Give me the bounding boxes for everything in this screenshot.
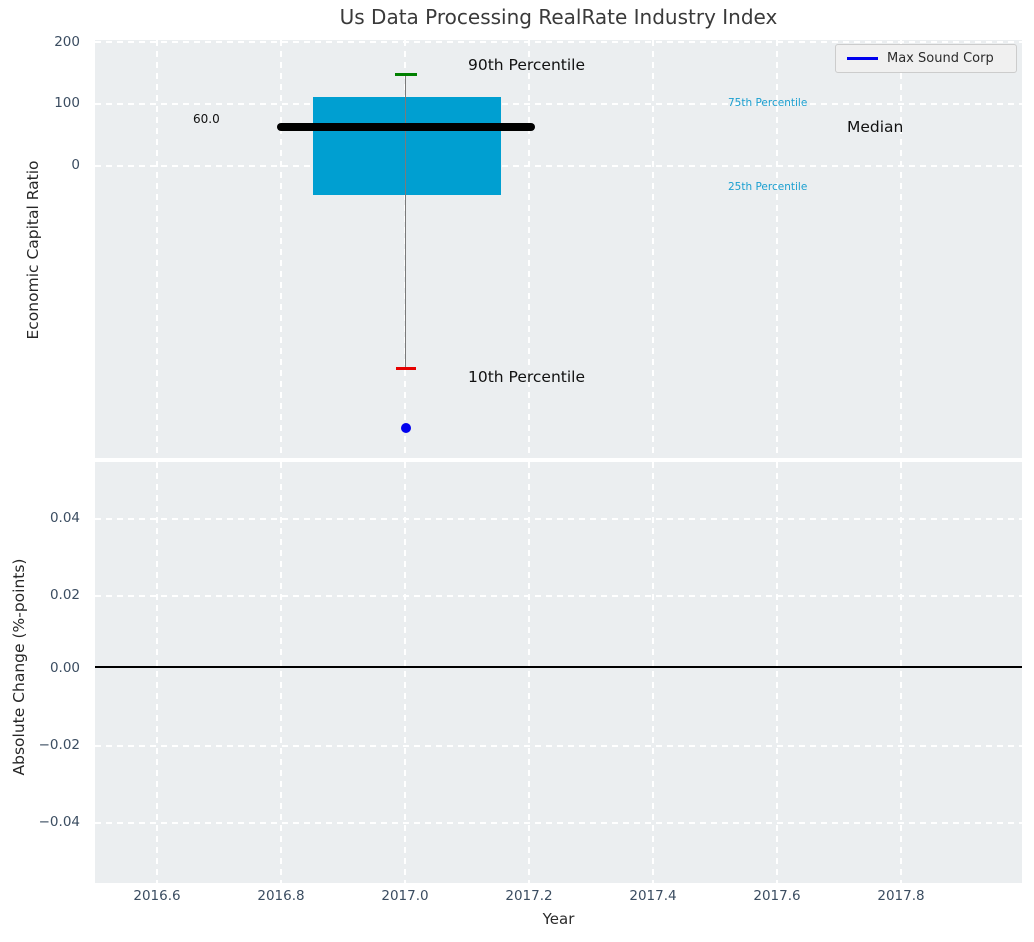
median-label: Median xyxy=(847,118,904,136)
y-tick-100: 100 xyxy=(54,95,80,111)
median-value-label: 60.0 xyxy=(193,112,220,126)
gridline xyxy=(528,40,530,458)
median-line xyxy=(277,123,535,131)
gridline xyxy=(95,745,1022,747)
gridline xyxy=(280,40,282,458)
x-tick-2016.6: 2016.6 xyxy=(133,888,181,904)
bottom-subplot xyxy=(95,462,1022,883)
gridline xyxy=(95,103,1022,105)
y-tick-0: 0 xyxy=(71,157,80,173)
y-tick-0.02: 0.02 xyxy=(49,587,80,603)
gridline xyxy=(156,40,158,458)
gridline xyxy=(280,462,282,883)
chart-title: Us Data Processing RealRate Industry Ind… xyxy=(339,5,778,29)
x-tick-2016.8: 2016.8 xyxy=(257,888,305,904)
gridline xyxy=(95,822,1022,824)
x-tick-2017.0: 2017.0 xyxy=(381,888,429,904)
iqr-box xyxy=(313,97,501,195)
gridline xyxy=(95,595,1022,597)
x-tick-2017.8: 2017.8 xyxy=(877,888,925,904)
y-tick--0.02: −0.02 xyxy=(38,737,80,753)
p75-label: 75th Percentile xyxy=(728,97,808,109)
gridline xyxy=(95,518,1022,520)
p25-label: 25th Percentile xyxy=(728,181,808,193)
whisker-line xyxy=(405,75,406,369)
y-tick-0.04: 0.04 xyxy=(49,510,80,526)
outlier-dot xyxy=(401,423,411,433)
x-axis-label: Year xyxy=(542,910,575,928)
gridline xyxy=(900,462,902,883)
y-tick-0.00: 0.00 xyxy=(49,660,80,676)
gridline xyxy=(652,462,654,883)
gridline xyxy=(404,462,406,883)
bottom-y-axis-label: Absolute Change (%-points) xyxy=(10,558,28,776)
x-tick-2017.2: 2017.2 xyxy=(505,888,553,904)
gridline xyxy=(652,40,654,458)
p10-cap xyxy=(396,367,416,370)
gridline xyxy=(95,165,1022,167)
p90-label: 90th Percentile xyxy=(468,56,586,74)
p10-label: 10th Percentile xyxy=(468,368,586,386)
zero-line xyxy=(95,666,1022,668)
legend-line-icon xyxy=(847,57,878,60)
gridline xyxy=(776,40,778,458)
x-tick-2017.4: 2017.4 xyxy=(629,888,677,904)
gridline xyxy=(900,40,902,458)
gridline xyxy=(776,462,778,883)
p90-cap xyxy=(395,73,417,76)
top-subplot: 60.0 90th Percentile 75th Percentile Med… xyxy=(95,40,1022,458)
legend-label: Max Sound Corp xyxy=(887,51,994,66)
gridline xyxy=(156,462,158,883)
legend: Max Sound Corp xyxy=(835,44,1017,73)
top-y-axis-label: Economic Capital Ratio xyxy=(24,160,42,340)
y-tick-200: 200 xyxy=(54,34,80,50)
y-tick--0.04: −0.04 xyxy=(38,814,80,830)
x-tick-2017.6: 2017.6 xyxy=(753,888,801,904)
gridline xyxy=(95,41,1022,43)
gridline xyxy=(528,462,530,883)
